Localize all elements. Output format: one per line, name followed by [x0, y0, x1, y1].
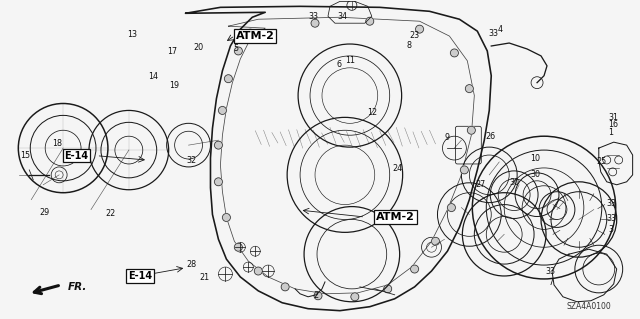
Text: 29: 29 — [40, 208, 50, 217]
Text: 12: 12 — [367, 108, 378, 116]
Text: 10: 10 — [531, 154, 540, 163]
Text: 14: 14 — [148, 72, 158, 81]
Text: 13: 13 — [127, 30, 137, 39]
Circle shape — [218, 107, 227, 115]
Text: 28: 28 — [186, 260, 196, 269]
Text: 32: 32 — [186, 156, 196, 165]
Circle shape — [214, 178, 223, 186]
Circle shape — [431, 237, 440, 245]
Text: 33: 33 — [488, 28, 499, 38]
Text: 33: 33 — [607, 199, 617, 208]
Circle shape — [384, 285, 392, 293]
Circle shape — [311, 19, 319, 27]
Text: 24: 24 — [393, 164, 403, 173]
Text: E-14: E-14 — [65, 151, 89, 161]
Text: SZA4A0100: SZA4A0100 — [566, 302, 611, 311]
Text: 5: 5 — [234, 44, 239, 53]
Text: 25: 25 — [596, 157, 607, 166]
Text: 30: 30 — [531, 170, 540, 179]
Circle shape — [351, 293, 359, 301]
Text: 8: 8 — [406, 41, 412, 50]
Text: E-14: E-14 — [128, 271, 152, 281]
Text: 17: 17 — [167, 47, 177, 56]
Text: 11: 11 — [346, 56, 356, 65]
Text: ATM-2: ATM-2 — [236, 31, 275, 41]
Text: 6: 6 — [337, 60, 342, 69]
Text: 19: 19 — [170, 81, 180, 90]
Text: 15: 15 — [20, 151, 31, 160]
Circle shape — [460, 166, 468, 174]
Text: 34: 34 — [337, 12, 348, 21]
Circle shape — [314, 292, 322, 300]
Circle shape — [246, 29, 254, 37]
Circle shape — [467, 126, 476, 134]
Text: 1: 1 — [608, 128, 613, 137]
Circle shape — [465, 85, 474, 93]
Circle shape — [264, 32, 272, 40]
Text: 30: 30 — [509, 178, 519, 187]
Text: 31: 31 — [608, 113, 618, 122]
Circle shape — [447, 204, 456, 211]
Text: 2: 2 — [313, 291, 318, 300]
Text: 20: 20 — [194, 43, 204, 52]
Text: 4: 4 — [497, 25, 502, 34]
Text: 9: 9 — [445, 133, 450, 143]
Text: 16: 16 — [608, 120, 618, 129]
Circle shape — [411, 265, 419, 273]
Text: 33: 33 — [308, 12, 319, 21]
Text: FR.: FR. — [68, 282, 88, 292]
Circle shape — [225, 75, 232, 83]
Text: 27: 27 — [476, 180, 486, 189]
Text: 26: 26 — [486, 132, 496, 141]
Text: ATM-2: ATM-2 — [376, 212, 415, 222]
Circle shape — [366, 17, 374, 25]
Circle shape — [214, 141, 223, 149]
Text: 23: 23 — [409, 31, 419, 40]
Circle shape — [234, 47, 243, 55]
Circle shape — [281, 283, 289, 291]
Text: 22: 22 — [106, 209, 116, 219]
Circle shape — [234, 243, 243, 251]
Text: 3: 3 — [608, 225, 613, 234]
Text: 33: 33 — [607, 214, 617, 223]
Text: 7: 7 — [548, 278, 553, 287]
Circle shape — [223, 213, 230, 221]
Circle shape — [451, 49, 458, 57]
Circle shape — [415, 25, 424, 33]
Circle shape — [254, 267, 262, 275]
Text: 18: 18 — [52, 138, 63, 148]
Text: 33: 33 — [546, 267, 556, 276]
Text: 21: 21 — [199, 273, 209, 282]
